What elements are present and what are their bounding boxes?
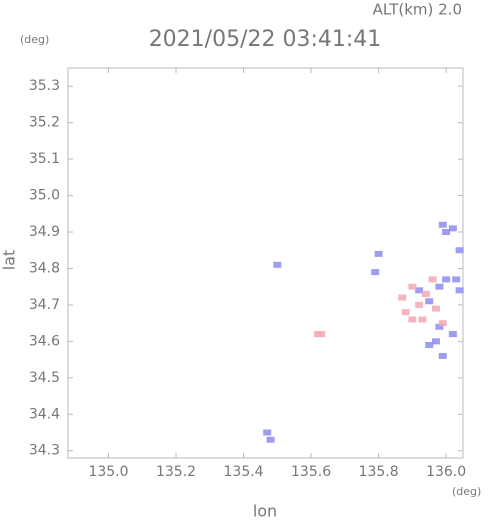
- y-tick-label: 34.6: [29, 333, 60, 349]
- echo-point: [408, 283, 417, 290]
- altitude-label: ALT(km) 2.0: [373, 1, 462, 19]
- y-unit: (deg): [20, 33, 49, 46]
- echo-point: [374, 250, 383, 257]
- plot-frame: [67, 67, 464, 459]
- x-tick-label: 135.2: [156, 464, 196, 480]
- echo-point: [431, 338, 440, 345]
- x-tick-label: 135.4: [224, 464, 264, 480]
- y-tick-label: 34.4: [29, 406, 60, 422]
- chart-title: 2021/05/22 03:41:41: [149, 27, 382, 52]
- echo-point: [442, 276, 451, 283]
- y-tick-label: 35.2: [29, 115, 60, 131]
- echo-point: [431, 305, 440, 312]
- echo-point: [438, 352, 447, 359]
- echo-point: [401, 309, 410, 316]
- echo-point: [455, 247, 464, 254]
- echo-point: [266, 436, 275, 443]
- echo-point: [438, 221, 447, 228]
- echo-point: [435, 323, 444, 330]
- echo-point: [448, 331, 457, 338]
- echo-point: [371, 269, 380, 276]
- y-axis-label: lat: [0, 250, 19, 271]
- y-tick-label: 34.7: [29, 297, 60, 313]
- x-tick-label: 135.8: [359, 464, 399, 480]
- echo-point: [421, 290, 430, 297]
- echo-point: [455, 287, 464, 294]
- echo-point: [442, 229, 451, 236]
- echo-point: [408, 316, 417, 323]
- x-axis-label: lon: [253, 502, 277, 521]
- echo-point: [425, 298, 434, 305]
- echo-point: [435, 283, 444, 290]
- y-tick-label: 35.1: [29, 151, 60, 167]
- echo-point: [425, 342, 434, 349]
- x-unit: (deg): [452, 485, 481, 498]
- echo-point: [273, 261, 282, 268]
- echo-point: [398, 294, 407, 301]
- echo-point: [448, 225, 457, 232]
- x-tick-label: 135.6: [291, 464, 331, 480]
- echo-point: [452, 276, 461, 283]
- echo-point: [415, 301, 424, 308]
- echo-point: [263, 429, 272, 436]
- y-tick-label: 34.3: [29, 443, 60, 459]
- y-tick-label: 35.0: [29, 188, 60, 204]
- y-tick-label: 35.3: [29, 78, 60, 94]
- y-tick-label: 34.5: [29, 370, 60, 386]
- y-tick-label: 34.9: [29, 224, 60, 240]
- echo-point: [438, 320, 447, 327]
- echo-point: [415, 287, 424, 294]
- x-tick-label: 135.0: [88, 464, 128, 480]
- x-tick-label: 136.0: [426, 464, 466, 480]
- echo-point: [418, 316, 427, 323]
- y-tick-label: 34.8: [29, 260, 60, 276]
- echo-point: [428, 276, 437, 283]
- echo-point: [313, 331, 322, 338]
